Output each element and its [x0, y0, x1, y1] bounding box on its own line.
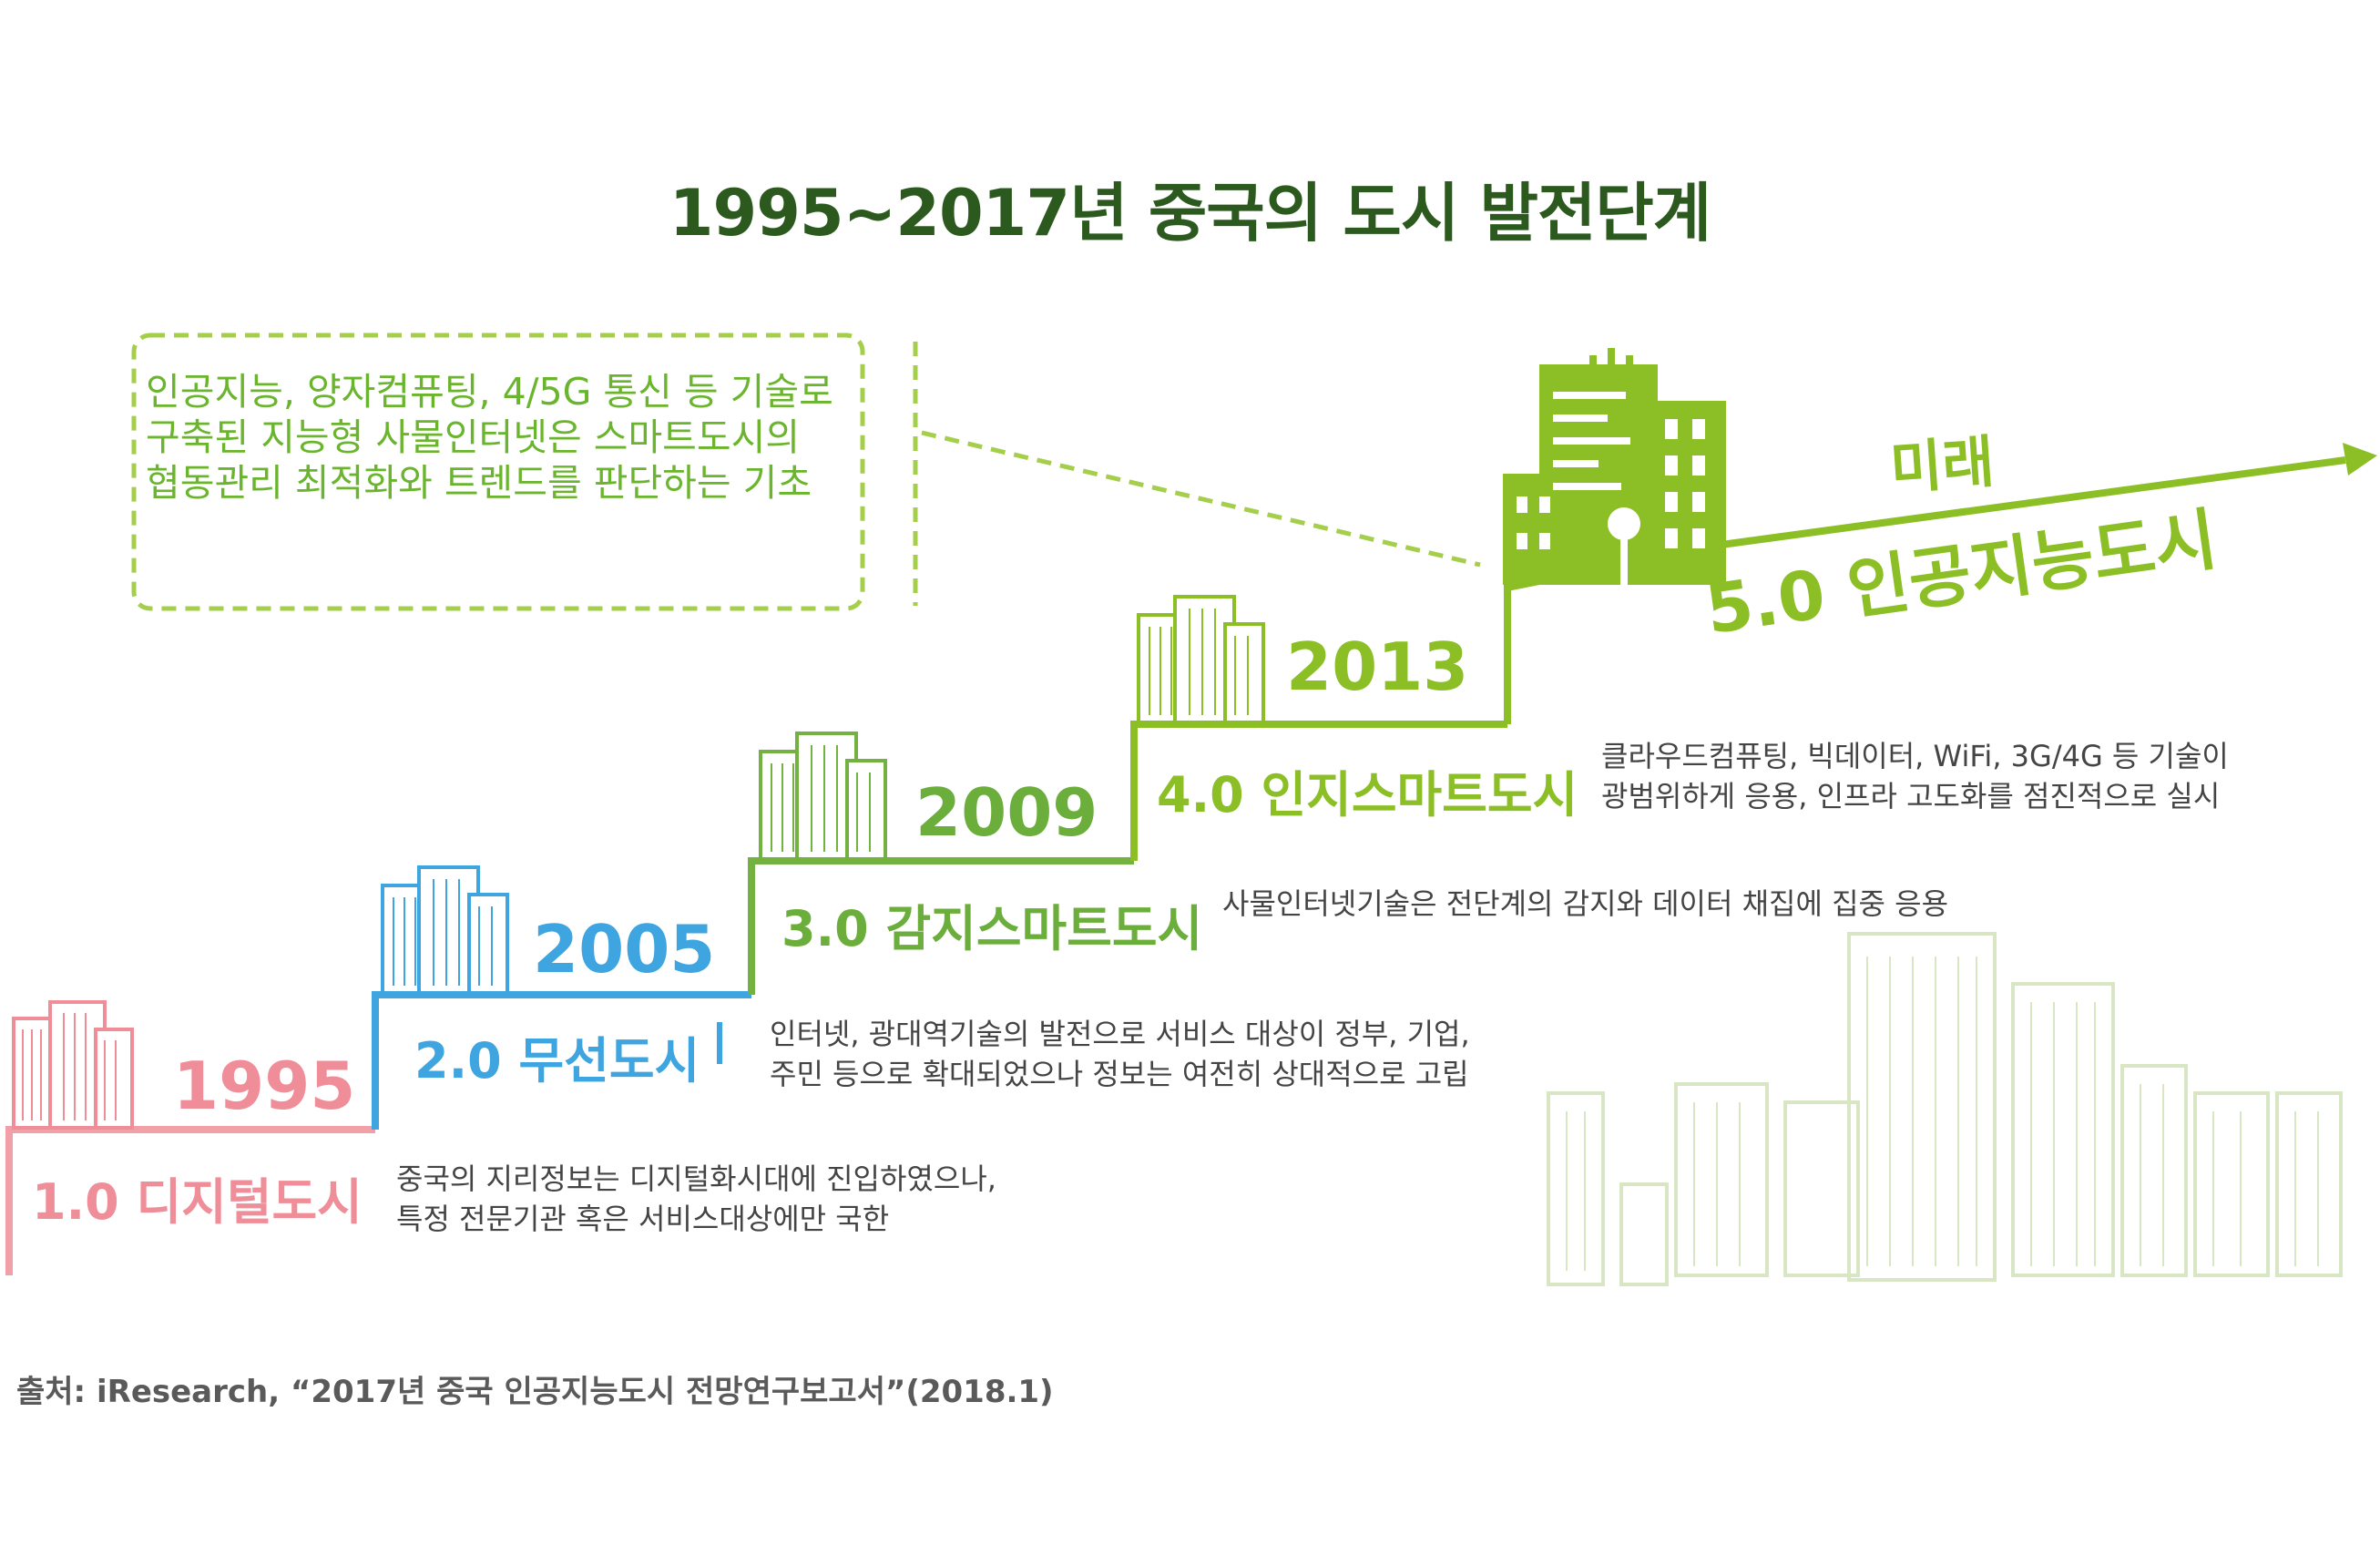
callout-box — [131, 333, 865, 611]
stage-label-4: 4.0 인지스마트도시 — [1157, 766, 1578, 824]
year-2009: 2009 — [915, 774, 1098, 851]
stage-label-1: 1.0 디지털도시 — [32, 1173, 363, 1231]
page-title: 1995~2017년 중국의 도시 발전단계 — [669, 176, 1711, 251]
callout-pointer — [921, 430, 1481, 568]
year-1995: 1995 — [173, 1048, 356, 1124]
arrow-icon — [2343, 443, 2377, 476]
callout-text: 인공지능, 양자컴퓨팅, 4/5G 통신 등 기술로 구축된 지능형 사물인터넷… — [146, 370, 833, 505]
stage-desc-2-line-1: 인터넷, 광대역기술의 발전으로 서비스 대상이 정부, 기업, — [770, 1017, 1470, 1051]
stage-desc-4-line-2: 광범위하게 응용, 인프라 고도화를 점진적으로 실시 — [1601, 779, 2221, 813]
future-building-icon — [1503, 348, 1726, 585]
step-line-3 — [748, 857, 1134, 995]
year-2013: 2013 — [1286, 629, 1469, 705]
stage-desc-1-line-1: 중국의 지리정보는 디지털화시대에 진입하였으나, — [396, 1161, 996, 1196]
year-2005: 2005 — [533, 911, 716, 987]
stage-desc-4-line-1: 클라우드컴퓨팅, 빅데이터, WiFi, 3G/4G 등 기술이 — [1601, 739, 2229, 773]
stage-desc-2: 인터넷, 광대역기술의 발전으로 서비스 대상이 정부, 기업, 주민 등으로 … — [770, 1014, 1470, 1094]
step-line-1 — [5, 1126, 375, 1275]
stage-desc-4: 클라우드컴퓨팅, 빅데이터, WiFi, 3G/4G 등 기술이 광범위하게 응… — [1601, 736, 2229, 816]
building-icon — [12, 595, 1265, 1130]
stage-desc-3-line-1: 사물인터넷기술은 전단계의 감지와 데이터 채집에 집중 응용 — [1222, 886, 1949, 921]
background-city — [1547, 932, 2343, 1286]
stage-label-2: 2.0 무선도시 — [414, 1032, 700, 1090]
stage-desc-1-line-2: 특정 전문기관 혹은 서비스대상에만 국한 — [396, 1202, 890, 1236]
stage-desc-1: 중국의 지리정보는 디지털화시대에 진입하였으나, 특정 전문기관 혹은 서비스… — [396, 1159, 996, 1239]
stage-desc-3: 사물인터넷기술은 전단계의 감지와 데이터 채집에 집중 응용 — [1222, 884, 1948, 924]
stage-desc-2-line-2: 주민 등으로 확대되었으나 정보는 여전히 상대적으로 고립 — [770, 1057, 1469, 1091]
step-line-4 — [1130, 721, 1507, 861]
stage-label-3: 3.0 감지스마트도시 — [781, 900, 1203, 957]
source-note: 출처: iResearch, “2017년 중국 인공지능도시 전망연구보고서”… — [16, 1374, 1054, 1410]
future-label: 미래 — [1887, 428, 1997, 502]
step-line-2 — [372, 991, 751, 1130]
